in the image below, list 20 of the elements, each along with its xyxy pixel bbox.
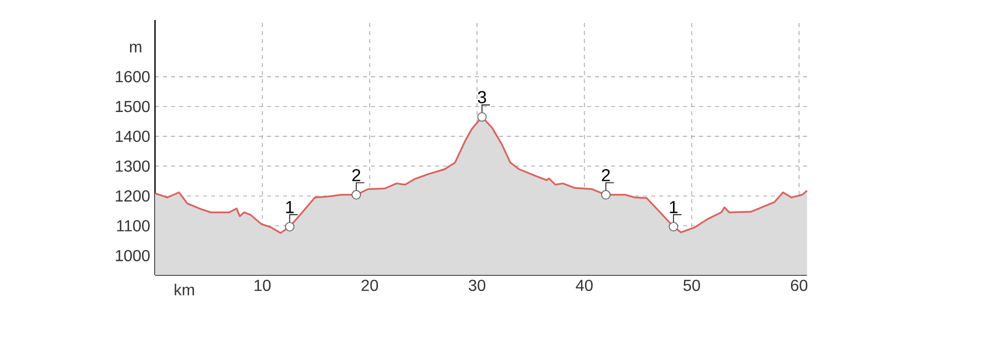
annotation: 1	[670, 201, 678, 214]
y-tick-label: 1600	[116, 71, 150, 82]
y-tick-label: 1400	[116, 130, 150, 142]
x-tick-label: 50	[683, 280, 700, 292]
y-tick-label: 1000	[116, 250, 150, 262]
x-axis-title: km	[174, 284, 194, 296]
annotation: 2	[352, 169, 360, 182]
y-tick-label: 1300	[116, 160, 150, 172]
annotation: 2	[602, 169, 610, 182]
annotation: 1	[286, 201, 294, 214]
y-tick-label: 1200	[116, 190, 150, 202]
x-tick-label: 10	[254, 280, 271, 292]
x-tick-label: 20	[362, 280, 378, 292]
y-axis-title: m	[130, 44, 142, 52]
y-tick-label: 1500	[116, 100, 150, 112]
annotation: 3	[478, 91, 486, 104]
x-tick-label: 30	[468, 280, 486, 292]
x-tick-label: 60	[790, 280, 808, 292]
x-tick-label: 40	[576, 280, 593, 292]
y-tick-label: 1100	[117, 220, 150, 232]
